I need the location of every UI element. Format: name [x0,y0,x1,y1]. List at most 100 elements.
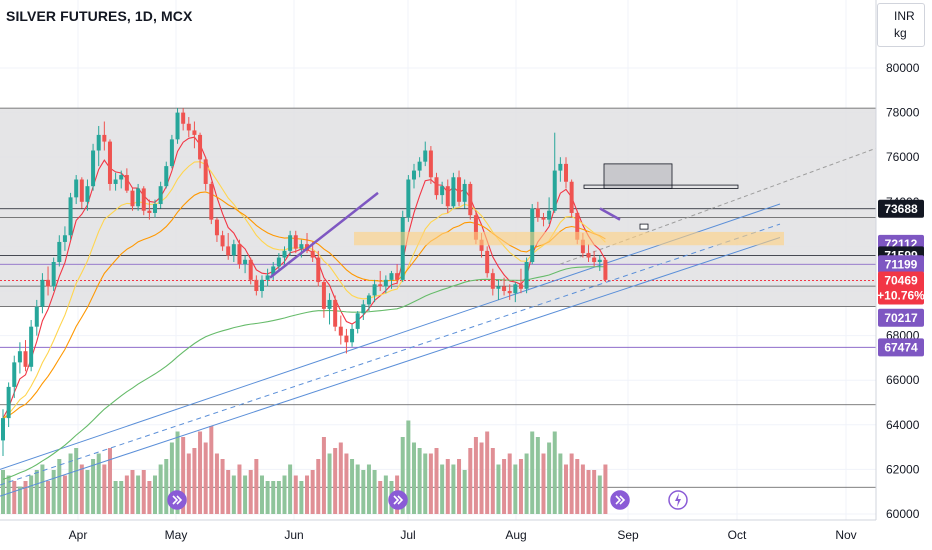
candle-body [175,112,180,140]
candle-body [580,239,585,254]
candle-body [440,186,445,196]
volume-bar [490,448,495,514]
candle-body [552,170,557,211]
volume-bar [547,442,552,514]
candle-body [79,179,84,202]
lightning-icon[interactable] [668,490,688,510]
volume-bar [507,453,512,514]
volume-bar [513,464,518,514]
candle-body [355,313,360,329]
volume-bar [434,448,439,514]
chart-title: SILVER FUTURES, 1D, MCX [6,8,193,24]
trendline-purple [269,191,379,279]
candle-body [259,279,264,291]
candle-body [192,130,197,135]
price-tick-label: 66000 [886,373,920,387]
candle-body [198,134,203,160]
volume-bar [46,481,51,514]
candle-body [288,235,293,251]
volume-bar [102,464,107,514]
volume-bar [79,464,84,514]
candle-body [316,257,321,283]
volume-bar [440,464,445,514]
price-tag-bg [878,271,924,290]
volume-bar [457,459,462,514]
price-tick-label: 78000 [886,106,920,120]
candle-body [153,204,158,213]
currency-unit-button[interactable]: INR kg [877,3,925,47]
candle-body [226,246,231,256]
event-markers[interactable] [167,490,688,510]
volume-bar [220,459,225,514]
price-tag-bg [878,286,924,305]
volume-bar [276,481,281,514]
volume-bar [575,459,580,514]
volume-bar [592,470,597,514]
price-tag: 70217 [878,308,924,327]
volume-bar [524,453,529,514]
price-tag-bg [878,199,924,218]
volume-bar [119,481,124,514]
currency-label: INR [894,9,915,23]
unit-label: kg [894,26,907,40]
price-tag-label: 70217 [884,311,918,325]
price-tag-bg [878,338,924,357]
candle-body [40,279,45,307]
volume-bar [259,475,264,514]
volume-bar [316,459,321,514]
dividend-icon[interactable] [610,490,630,510]
volume-bar [552,431,557,514]
volume-bar [214,453,219,514]
price-tag-label: 70469 [884,274,918,288]
candle-body [169,139,174,167]
volume-bar [141,470,146,514]
volume-bar [198,431,203,514]
candle-body [592,257,597,263]
volume-bar [192,448,197,514]
candle-body [186,123,191,131]
volume-bar [265,481,270,514]
dividend-icon[interactable] [388,490,408,510]
price-tick-label: 80000 [886,61,920,75]
volume-bar [288,464,293,514]
volume-bar [237,464,242,514]
dividend-icon[interactable] [167,490,187,510]
volume-bar [361,470,366,514]
volume-bar [169,442,174,514]
time-tick-label: Jul [400,528,415,542]
candle-body [51,262,56,287]
volume-bar [603,464,608,514]
dividend-glyph [172,495,183,505]
volume-bar [96,453,101,514]
volume-bar [293,475,298,514]
time-tick-label: Sep [617,528,639,542]
volume-bar [85,470,90,514]
highlight-zone [0,108,876,307]
candle-body [457,177,462,202]
candle-body [34,306,39,327]
candle-body [586,253,591,258]
candle-body [158,186,163,205]
candle-body [564,163,568,182]
volume-bars [1,420,608,514]
price-tag-label: +10.76% [877,288,925,302]
time-axis[interactable]: Apr May Jun Jul Aug Sep Oct Nov [69,528,857,542]
candle-body [271,266,276,276]
time-tick-label: Oct [728,528,747,542]
volume-bar [113,481,118,514]
time-tick-label: Jun [284,528,303,542]
volume-bar [333,448,338,514]
candle-body [57,241,62,263]
candle-body [164,166,169,187]
candle-body [372,284,377,296]
candle-body [395,273,400,280]
volume-bar [535,437,540,514]
volume-bar [17,486,22,514]
candle-body [130,190,135,207]
volume-bar [502,459,507,514]
volume-bar [406,420,411,514]
candle-body [383,279,388,287]
candle-body [243,259,248,265]
candle-body [547,210,552,220]
